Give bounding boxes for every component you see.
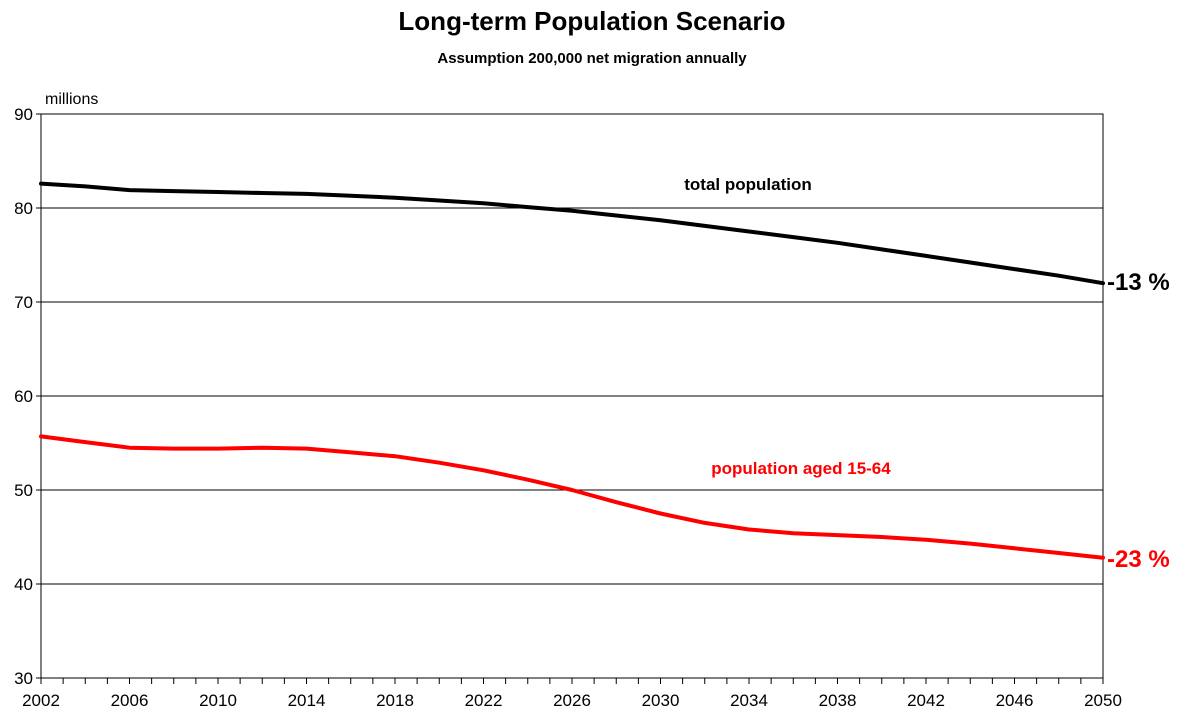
end-label-total-change: -13 % xyxy=(1107,269,1170,296)
chart-title: Long-term Population Scenario xyxy=(398,6,786,36)
y-tick-label: 60 xyxy=(14,387,33,406)
chart-subtitle: Assumption 200,000 net migration annuall… xyxy=(437,50,747,67)
x-tick-label: 2038 xyxy=(819,691,857,710)
series-layer xyxy=(39,181,1105,560)
series-label-total-population: total population xyxy=(684,175,811,194)
x-axis: 2002 2006 2010 2014 2018 2022 2026 2030 2034 2038… xyxy=(22,678,1122,710)
y-tick-label: 80 xyxy=(14,199,33,218)
y-axis-label: millions xyxy=(45,91,98,108)
x-tick-label: 2046 xyxy=(996,691,1034,710)
y-tick-label: 70 xyxy=(14,293,33,312)
y-axis: 30 40 50 60 70 80 90 xyxy=(14,105,41,688)
series-line-population-aged-15-64 xyxy=(39,434,1105,560)
y-tick-label: 90 xyxy=(14,105,33,124)
x-tick-label: 2002 xyxy=(22,691,60,710)
x-tick-label: 2030 xyxy=(642,691,680,710)
x-tick-label: 2022 xyxy=(465,691,503,710)
x-tick-label: 2010 xyxy=(199,691,237,710)
y-tick-label: 30 xyxy=(14,669,33,688)
x-tick-label: 2014 xyxy=(288,691,326,710)
x-tick-label: 2006 xyxy=(111,691,149,710)
y-tick-label: 50 xyxy=(14,481,33,500)
series-line-total-population xyxy=(39,181,1105,286)
x-tick-label: 2050 xyxy=(1084,691,1122,710)
end-label-working-age-change: -23 % xyxy=(1107,546,1170,573)
y-tick-label: 40 xyxy=(14,575,33,594)
series-label-population-aged-15-64: population aged 15-64 xyxy=(711,459,891,478)
x-tick-label: 2034 xyxy=(730,691,768,710)
x-tick-label: 2042 xyxy=(907,691,945,710)
x-tick-label: 2018 xyxy=(376,691,414,710)
gridlines xyxy=(41,207,1103,585)
x-tick-label: 2026 xyxy=(553,691,591,710)
